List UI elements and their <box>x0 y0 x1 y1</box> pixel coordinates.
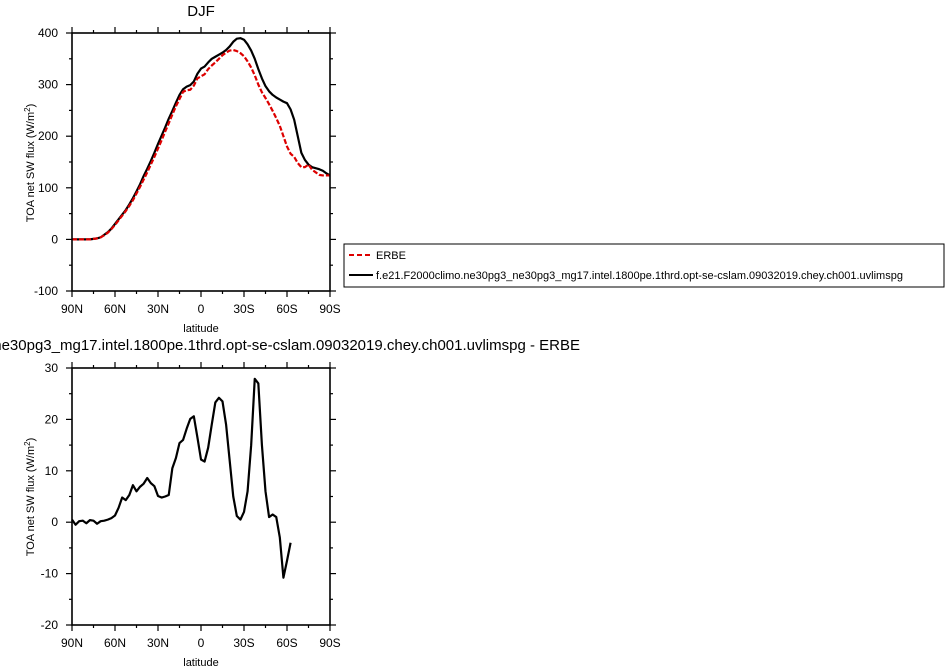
bottom-y-tick-label: 0 <box>51 515 58 529</box>
bottom-x-axis-label: latitude <box>183 657 218 669</box>
top-chart-title: DJF <box>187 3 215 20</box>
bottom-y-tick-label: 20 <box>45 412 59 426</box>
bottom-x-tick-label: 90S <box>319 636 340 650</box>
top-plot-frame <box>71 32 331 292</box>
top-x-tick-label: 60N <box>104 302 126 316</box>
bottom-x-tick-label: 60S <box>276 636 297 650</box>
bottom-x-tick-label: 90N <box>61 636 83 650</box>
top-x-tick-label: 30S <box>233 302 254 316</box>
top-x-tick-label: 60S <box>276 302 297 316</box>
top-x-tick-label: 30N <box>147 302 169 316</box>
bottom-x-tick-label: 30N <box>147 636 169 650</box>
top-x-tick-label: 90N <box>61 302 83 316</box>
bottom-x-tick-label: 60N <box>104 636 126 650</box>
top-series-line-erbe <box>72 48 330 241</box>
top-x-tick-label: 0 <box>198 302 205 316</box>
bottom-plot-frame <box>71 367 331 626</box>
top-x-tick-label: 90S <box>319 302 340 316</box>
bottom-x-tick-label: 0 <box>198 636 205 650</box>
top-y-tick-label: -100 <box>34 284 58 298</box>
top-y-axis-label: TOA net SW flux (W/m2) <box>23 104 37 223</box>
bottom-y-tick-label: -20 <box>41 618 59 632</box>
bottom-y-tick-label: 10 <box>45 464 59 478</box>
legend-box <box>343 243 945 288</box>
top-y-tick-label: 100 <box>38 181 58 195</box>
bottom-series-line-model <box>71 377 292 579</box>
top-y-tick-label: 400 <box>38 26 58 40</box>
top-x-axis-label: latitude <box>183 323 218 335</box>
legend: ERBE f.e21.F2000climo.ne30pg3_ne30pg3_mg… <box>343 243 945 288</box>
bottom-chart-title: ne30pg3_ne30pg3_mg17.intel.1800pe.1thrd.… <box>0 337 580 354</box>
top-y-tick-label: 0 <box>51 232 58 246</box>
top-y-tick-label: 300 <box>38 78 58 92</box>
legend-label-erbe: ERBE <box>376 250 406 262</box>
legend-label-model: f.e21.F2000climo.ne30pg3_ne30pg3_mg17.in… <box>376 270 903 282</box>
top-panel: DJF 90N 60N 30N 0 30S 60S 90S -100 0 100 200 300 400… <box>23 3 341 335</box>
bottom-panel: ne30pg3_ne30pg3_mg17.intel.1800pe.1thrd.… <box>0 337 580 669</box>
top-series-line-model <box>72 37 331 241</box>
bottom-y-axis-label: TOA net SW flux (W/m2) <box>23 438 37 557</box>
bottom-y-tick-label: 30 <box>45 361 59 375</box>
bottom-x-tick-label: 30S <box>233 636 254 650</box>
bottom-y-tick-label: -10 <box>41 567 59 581</box>
top-y-tick-label: 200 <box>38 129 58 143</box>
